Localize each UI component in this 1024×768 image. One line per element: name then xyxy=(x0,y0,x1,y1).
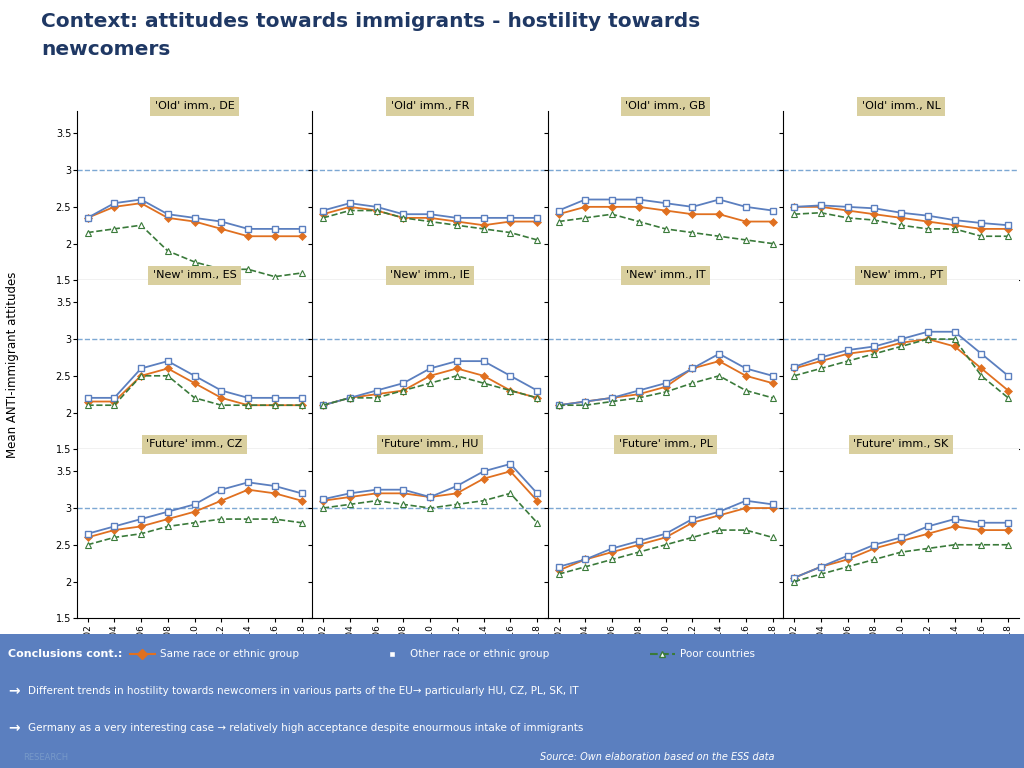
Text: newcomers: newcomers xyxy=(41,40,170,59)
Title: 'Old' imm., GB: 'Old' imm., GB xyxy=(626,101,706,111)
Text: Same race or ethnic group: Same race or ethnic group xyxy=(160,649,299,659)
Title: 'Future' imm., HU: 'Future' imm., HU xyxy=(381,439,479,449)
Title: 'Future' imm., CZ: 'Future' imm., CZ xyxy=(146,439,243,449)
Text: Context: attitudes towards immigrants - hostility towards: Context: attitudes towards immigrants - … xyxy=(41,12,700,31)
Text: Poor countries: Poor countries xyxy=(680,649,755,659)
Text: →: → xyxy=(8,684,19,698)
Title: 'New' imm., IE: 'New' imm., IE xyxy=(390,270,470,280)
Title: 'Future' imm., PL: 'Future' imm., PL xyxy=(618,439,713,449)
Text: Conclusions cont.:: Conclusions cont.: xyxy=(8,649,123,659)
Title: 'Future' imm., SK: 'Future' imm., SK xyxy=(853,439,949,449)
Title: 'Old' imm., DE: 'Old' imm., DE xyxy=(155,101,234,111)
Title: 'New' imm., ES: 'New' imm., ES xyxy=(153,270,237,280)
Text: Source: Own elaboration based on the ESS data: Source: Own elaboration based on the ESS… xyxy=(540,752,774,763)
Text: Different trends in hostility towards newcomers in various parts of the EU→ part: Different trends in hostility towards ne… xyxy=(28,687,579,697)
Text: Mean ANTI-immigrant attitudes: Mean ANTI-immigrant attitudes xyxy=(6,272,18,458)
Text: →: → xyxy=(8,720,19,735)
Text: Other race or ethnic group: Other race or ethnic group xyxy=(410,649,549,659)
Text: Germany as a very interesting case → relatively high acceptance despite enourmou: Germany as a very interesting case → rel… xyxy=(28,723,584,733)
Title: 'New' imm., PT: 'New' imm., PT xyxy=(859,270,943,280)
Title: 'New' imm., IT: 'New' imm., IT xyxy=(626,270,706,280)
Text: RESEARCH: RESEARCH xyxy=(23,753,69,762)
Title: 'Old' imm., NL: 'Old' imm., NL xyxy=(861,101,941,111)
Title: 'Old' imm., FR: 'Old' imm., FR xyxy=(391,101,469,111)
